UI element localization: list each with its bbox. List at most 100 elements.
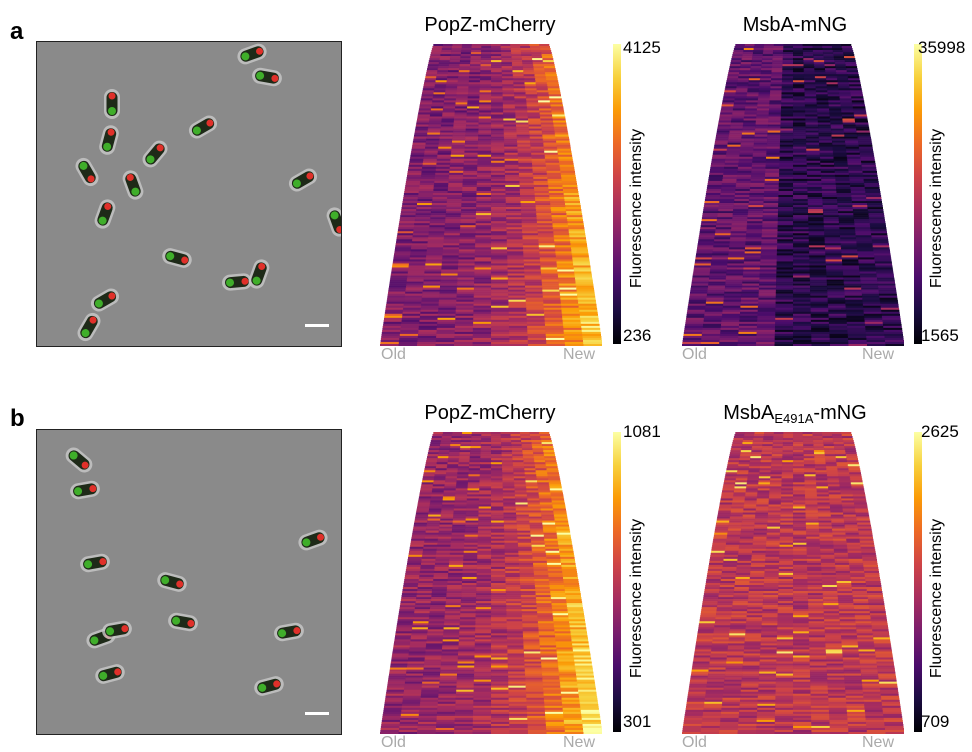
axis-old-a1: Old <box>381 346 406 364</box>
kymograph-cell <box>763 52 774 54</box>
kymograph-cell <box>436 468 448 470</box>
kymograph-cell <box>469 472 481 474</box>
kymograph-cell <box>804 80 816 82</box>
kymograph-cell <box>410 253 427 255</box>
kymograph-cell <box>453 133 466 135</box>
kymograph-cell <box>514 90 526 92</box>
kymograph-cell <box>424 153 438 155</box>
kymograph-cell <box>699 237 715 239</box>
kymograph-cell <box>545 70 556 72</box>
kymograph-cell <box>480 478 492 480</box>
kymograph-cell <box>456 482 468 484</box>
kymograph-cell <box>454 123 467 125</box>
kymograph-cell <box>841 104 854 106</box>
kymograph-cell <box>542 521 555 523</box>
kymograph-cell <box>469 462 481 464</box>
kymograph-cell <box>753 151 767 153</box>
kymograph-cell <box>808 215 824 217</box>
kymograph-cell <box>754 139 768 141</box>
kymograph-cell <box>540 116 553 118</box>
kymograph-cell <box>515 108 528 110</box>
kymograph-cell <box>446 472 458 474</box>
kymograph-row <box>417 121 566 123</box>
kymograph-cell <box>709 276 726 278</box>
kymograph-cell <box>842 48 852 50</box>
kymograph-cell <box>846 151 860 153</box>
kymograph-cell <box>477 169 491 171</box>
kymograph-cell <box>416 127 429 129</box>
kymograph-cell <box>402 591 417 593</box>
kymograph-row <box>429 448 554 450</box>
kymograph-cell <box>540 48 550 50</box>
kymograph-cell <box>491 125 504 127</box>
kymograph-cell <box>527 108 540 110</box>
kymograph-cell <box>883 326 902 328</box>
kymograph-cell <box>474 304 492 306</box>
kymograph-cell <box>491 458 502 460</box>
kymograph-cell <box>407 565 422 567</box>
kymograph-cell <box>473 324 492 326</box>
kymograph-cell <box>884 332 903 334</box>
kymograph-cell <box>865 324 884 326</box>
kymograph-row <box>695 259 891 261</box>
kymograph-cell <box>467 108 480 110</box>
kymograph-cell <box>815 78 827 80</box>
kymograph-cell <box>395 247 412 249</box>
kymograph-cell <box>711 163 725 165</box>
kymograph-cell <box>569 231 585 233</box>
kymograph-cell <box>540 259 557 261</box>
kymograph-cell <box>779 193 794 195</box>
kymograph-cell <box>480 88 492 90</box>
kymograph-cell <box>404 302 422 304</box>
kymograph-row <box>413 529 570 531</box>
kymograph-cell <box>424 84 436 86</box>
kymograph-cell <box>441 513 454 515</box>
kymograph-cell <box>451 155 465 157</box>
kymograph-cell <box>556 259 573 261</box>
kymograph-cell <box>553 121 566 123</box>
kymograph-cell <box>793 195 808 197</box>
kymograph-cell <box>491 282 509 284</box>
kymograph-cell <box>404 195 419 197</box>
kymograph-cell <box>548 88 560 90</box>
kymograph-cell <box>811 310 829 312</box>
kymograph-cell <box>458 82 470 84</box>
kymograph-cell <box>399 340 418 342</box>
kymograph-cell <box>806 129 819 131</box>
kymograph-cell <box>847 155 861 157</box>
kymograph-cell <box>520 583 535 585</box>
kymograph-cell <box>491 221 507 223</box>
kymograph-cell <box>554 515 567 517</box>
kymograph-cell <box>473 332 492 334</box>
kymograph-cell <box>804 90 816 92</box>
kymograph-row <box>691 288 896 290</box>
kymograph-cell <box>754 143 768 145</box>
kymograph-cell <box>477 181 492 183</box>
kymograph-row <box>413 143 570 145</box>
kymograph-cell <box>469 74 481 76</box>
kymograph-cell <box>505 561 520 563</box>
kymograph-cell <box>501 444 512 446</box>
kymograph-cell <box>730 66 741 68</box>
kymograph-cell <box>849 82 861 84</box>
kymograph-cell <box>491 547 505 549</box>
kymograph-cell <box>491 306 509 308</box>
kymograph-cell <box>533 179 548 181</box>
kymograph-cell <box>439 527 453 529</box>
kymograph-cell <box>545 462 557 464</box>
kymograph-cell <box>456 490 468 492</box>
kymograph-cell <box>403 308 421 310</box>
kymograph-cell <box>834 163 848 165</box>
kymograph-cell <box>696 253 713 255</box>
kymograph-row <box>393 261 590 263</box>
kymograph-cell <box>853 110 866 112</box>
kymograph-cell <box>704 318 722 320</box>
kymograph-cell <box>820 165 834 167</box>
kymograph-cell <box>853 213 869 215</box>
kymograph-cell <box>793 308 811 310</box>
kymograph-cell <box>526 310 544 312</box>
kymograph-cell <box>436 334 455 336</box>
kymograph-cell <box>491 62 502 64</box>
kymograph-cell <box>555 519 568 521</box>
kymograph-cell <box>456 484 468 486</box>
